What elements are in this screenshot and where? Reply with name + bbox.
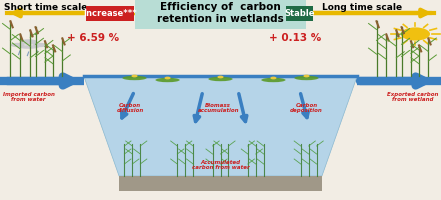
FancyBboxPatch shape <box>135 0 306 29</box>
Text: Accumulated
carbon from water: Accumulated carbon from water <box>192 160 249 170</box>
Text: Efficiency of  carbon
retention in wetlands: Efficiency of carbon retention in wetlan… <box>157 2 284 24</box>
Ellipse shape <box>156 78 180 82</box>
Text: Long time scale: Long time scale <box>322 3 402 12</box>
Circle shape <box>270 77 277 79</box>
Text: Increase***: Increase*** <box>83 9 137 18</box>
Text: + 0.13 %: + 0.13 % <box>269 33 321 43</box>
Ellipse shape <box>261 78 286 82</box>
Text: Exported carbon
from wetland: Exported carbon from wetland <box>387 92 438 102</box>
Circle shape <box>303 75 310 77</box>
Circle shape <box>131 75 138 77</box>
Ellipse shape <box>20 39 37 45</box>
Circle shape <box>217 76 224 78</box>
Text: Stable: Stable <box>284 9 315 18</box>
Circle shape <box>401 27 430 41</box>
Text: Biomass
accumulation: Biomass accumulation <box>198 103 239 113</box>
Circle shape <box>164 77 171 79</box>
Ellipse shape <box>33 43 47 47</box>
Polygon shape <box>84 76 357 176</box>
Ellipse shape <box>295 76 318 80</box>
Polygon shape <box>119 176 322 191</box>
Text: Imported carbon
from water: Imported carbon from water <box>3 92 55 102</box>
Text: + 6.59 %: + 6.59 % <box>67 33 119 43</box>
Ellipse shape <box>11 43 25 47</box>
Ellipse shape <box>18 45 39 49</box>
Text: Short time scale: Short time scale <box>4 3 88 12</box>
FancyBboxPatch shape <box>286 6 313 21</box>
Ellipse shape <box>208 77 233 81</box>
FancyBboxPatch shape <box>86 6 134 21</box>
Ellipse shape <box>123 76 146 80</box>
Text: Carbon
deposition: Carbon deposition <box>290 103 323 113</box>
Text: Carbon
diffusion: Carbon diffusion <box>116 103 144 113</box>
